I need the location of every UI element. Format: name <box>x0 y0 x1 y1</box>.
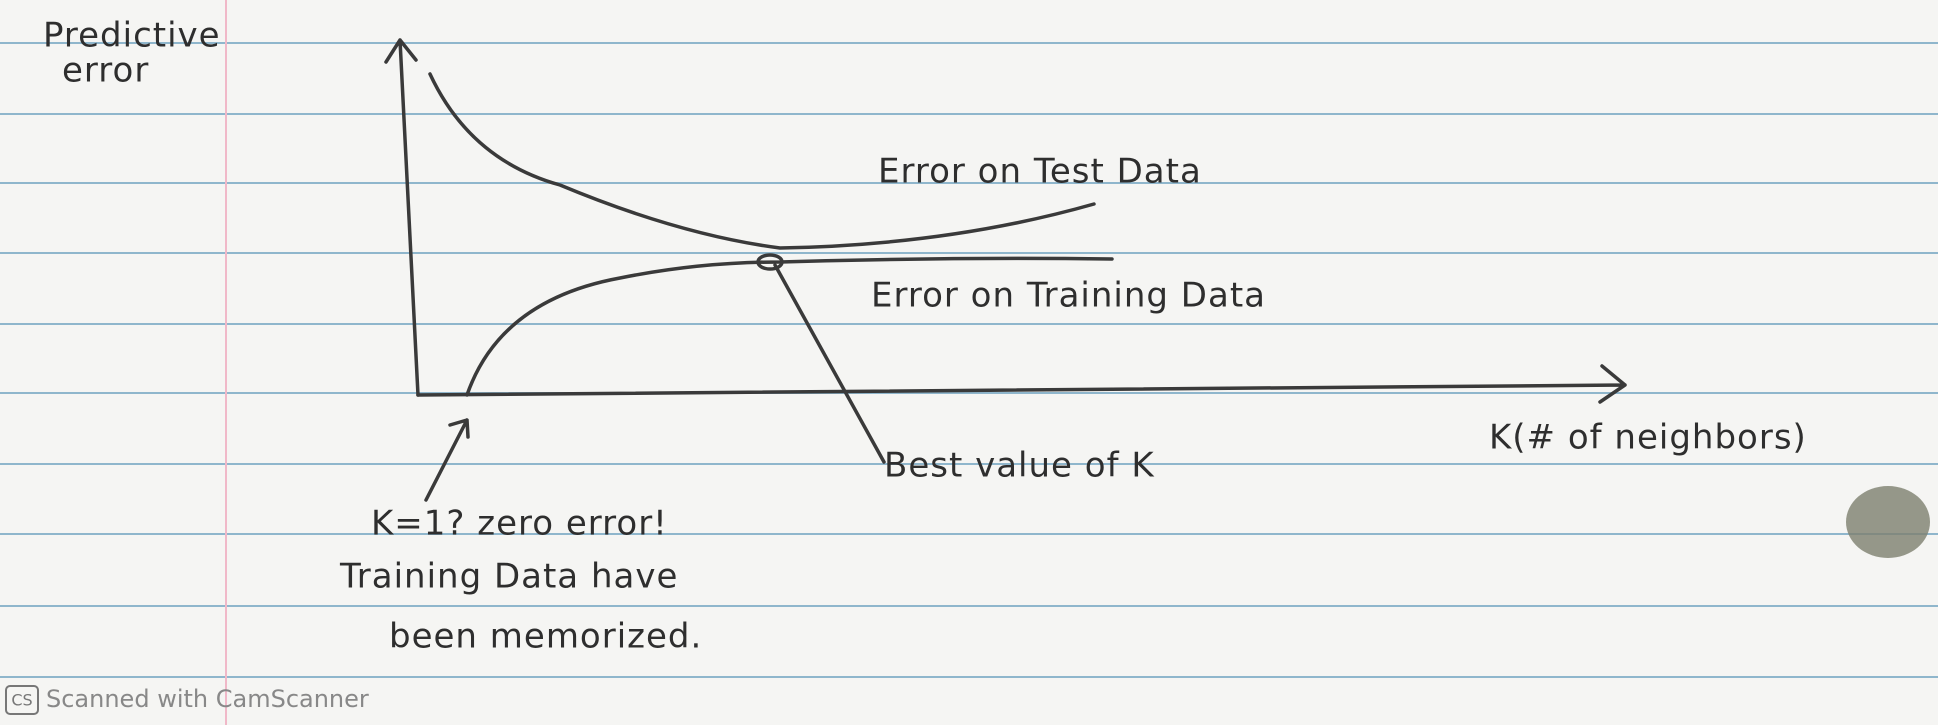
annotation: been memorized. <box>389 617 702 657</box>
best-k-marker <box>756 253 784 271</box>
axes <box>384 38 1627 404</box>
k1-arrow <box>424 418 470 502</box>
badge-frame <box>5 685 39 715</box>
annotation: Best value of K <box>884 446 1155 486</box>
x-axis-label: K(# of neighbors) <box>1489 418 1807 458</box>
paper-hole <box>1846 486 1930 558</box>
curve-label: Error on Training Data <box>871 276 1266 316</box>
curve-label: Error on Test Data <box>878 152 1202 192</box>
training-error-curve <box>465 256 1114 397</box>
footer-text: Scanned with CamScanner <box>46 685 369 713</box>
y-axis-label: error <box>62 51 149 91</box>
best-k-pointer <box>773 263 886 464</box>
annotation: K=1? zero error! <box>371 504 668 544</box>
y-axis-label: Predictive <box>43 16 221 56</box>
footer-badge: CS <box>11 691 32 710</box>
annotation: Training Data have <box>339 557 678 597</box>
test-error-curve <box>428 72 1096 250</box>
